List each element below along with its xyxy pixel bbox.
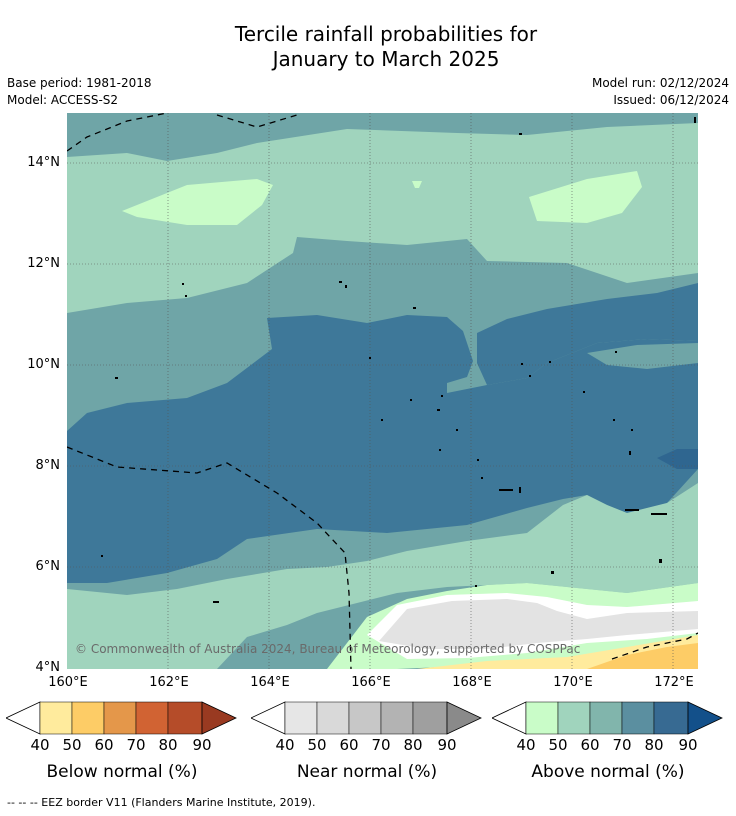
legend-above-title: Above normal (%) bbox=[531, 762, 685, 782]
above-tick-80: 80 bbox=[644, 736, 664, 754]
colorbar-above-swatches bbox=[525, 701, 689, 735]
eez-border-note: -- -- -- EEZ border V11 (Flanders Marine… bbox=[7, 796, 316, 809]
region-above-60-70-east bbox=[587, 343, 698, 369]
model-run: Model run: 02/12/2024 bbox=[591, 76, 729, 90]
region-near-normal-inner bbox=[379, 599, 698, 649]
lon-label-166: 166°E bbox=[351, 675, 391, 690]
legend-near-title: Near normal (%) bbox=[296, 762, 438, 782]
lon-label-170: 170°E bbox=[553, 675, 593, 690]
region-below-50-60 bbox=[587, 643, 698, 669]
islands bbox=[101, 117, 696, 603]
region-above-50-60-lower bbox=[67, 483, 698, 669]
region-above-60-70-top bbox=[67, 113, 698, 161]
colorbar-below bbox=[5, 701, 237, 735]
model-name: Model: ACCESS-S2 bbox=[7, 93, 119, 107]
above-tick-50: 50 bbox=[548, 736, 568, 754]
colorbar-near bbox=[250, 701, 482, 735]
lon-label-168: 168°E bbox=[452, 675, 492, 690]
legend-above-normal bbox=[491, 700, 724, 740]
colorbar-above bbox=[491, 701, 723, 735]
below-tick-40: 40 bbox=[30, 736, 50, 754]
region-above-50-60-upper bbox=[67, 123, 698, 313]
near-tick-40: 40 bbox=[275, 736, 295, 754]
region-above-80-90 bbox=[657, 449, 698, 469]
below-tick-60: 60 bbox=[94, 736, 114, 754]
meta-right: Model run: 02/12/2024 Issued: 06/12/2024 bbox=[592, 75, 729, 109]
copyright-text: © Commonwealth of Australia 2024, Bureau… bbox=[75, 642, 580, 656]
lon-label-172: 172°E bbox=[654, 675, 694, 690]
eez-border-north-2 bbox=[216, 114, 298, 128]
below-tick-50: 50 bbox=[62, 736, 82, 754]
region-above-40-50-b bbox=[529, 171, 642, 223]
below-tick-70: 70 bbox=[126, 736, 146, 754]
region-above-40-50-a bbox=[122, 179, 273, 225]
issued-date: Issued: 06/12/2024 bbox=[613, 93, 729, 107]
eez-border-south-east bbox=[611, 632, 698, 660]
title-line-1: Tercile rainfall probabilities for bbox=[234, 22, 538, 46]
lat-label-4: 4°N bbox=[35, 660, 61, 675]
meta-left: Base period: 1981-2018 Model: ACCESS-S2 bbox=[7, 75, 152, 109]
region-above-70-80 bbox=[67, 315, 698, 583]
legend-below-normal bbox=[5, 700, 238, 740]
lat-label-8: 8°N bbox=[35, 458, 61, 473]
above-tick-90: 90 bbox=[678, 736, 698, 754]
lat-label-10: 10°N bbox=[27, 357, 60, 372]
graticule bbox=[67, 113, 698, 669]
map-svg: © Commonwealth of Australia 2024, Bureau… bbox=[67, 113, 698, 669]
legend-below-title: Below normal (%) bbox=[46, 762, 198, 782]
above-tick-40: 40 bbox=[516, 736, 536, 754]
eez-border-central bbox=[67, 446, 352, 669]
title-line-2: January to March 2025 bbox=[272, 47, 500, 71]
near-tick-60: 60 bbox=[339, 736, 359, 754]
below-tick-80: 80 bbox=[158, 736, 178, 754]
lon-label-160: 160°E bbox=[48, 675, 88, 690]
lon-label-162: 162°E bbox=[149, 675, 189, 690]
eez-border-north bbox=[67, 113, 168, 152]
region-above-40-50-c bbox=[412, 181, 422, 188]
eez-borders bbox=[67, 113, 698, 669]
region-above-60-70-north bbox=[477, 283, 698, 385]
lat-label-14: 14°N bbox=[27, 155, 60, 170]
map-title: Tercile rainfall probabilities for Janua… bbox=[0, 22, 736, 72]
near-tick-90: 90 bbox=[437, 736, 457, 754]
base-period: Base period: 1981-2018 bbox=[7, 76, 152, 90]
probability-map: © Commonwealth of Australia 2024, Bureau… bbox=[67, 113, 698, 669]
above-tick-70: 70 bbox=[612, 736, 632, 754]
above-tick-60: 60 bbox=[580, 736, 600, 754]
colorbar-near-swatches bbox=[284, 701, 448, 735]
lat-label-12: 12°N bbox=[27, 256, 60, 271]
legend-near-normal bbox=[250, 700, 483, 740]
near-tick-50: 50 bbox=[307, 736, 327, 754]
near-tick-80: 80 bbox=[403, 736, 423, 754]
lon-label-164: 164°E bbox=[250, 675, 290, 690]
near-tick-70: 70 bbox=[371, 736, 391, 754]
below-tick-90: 90 bbox=[192, 736, 212, 754]
lat-label-6: 6°N bbox=[35, 559, 61, 574]
colorbar-below-swatches bbox=[39, 701, 203, 735]
